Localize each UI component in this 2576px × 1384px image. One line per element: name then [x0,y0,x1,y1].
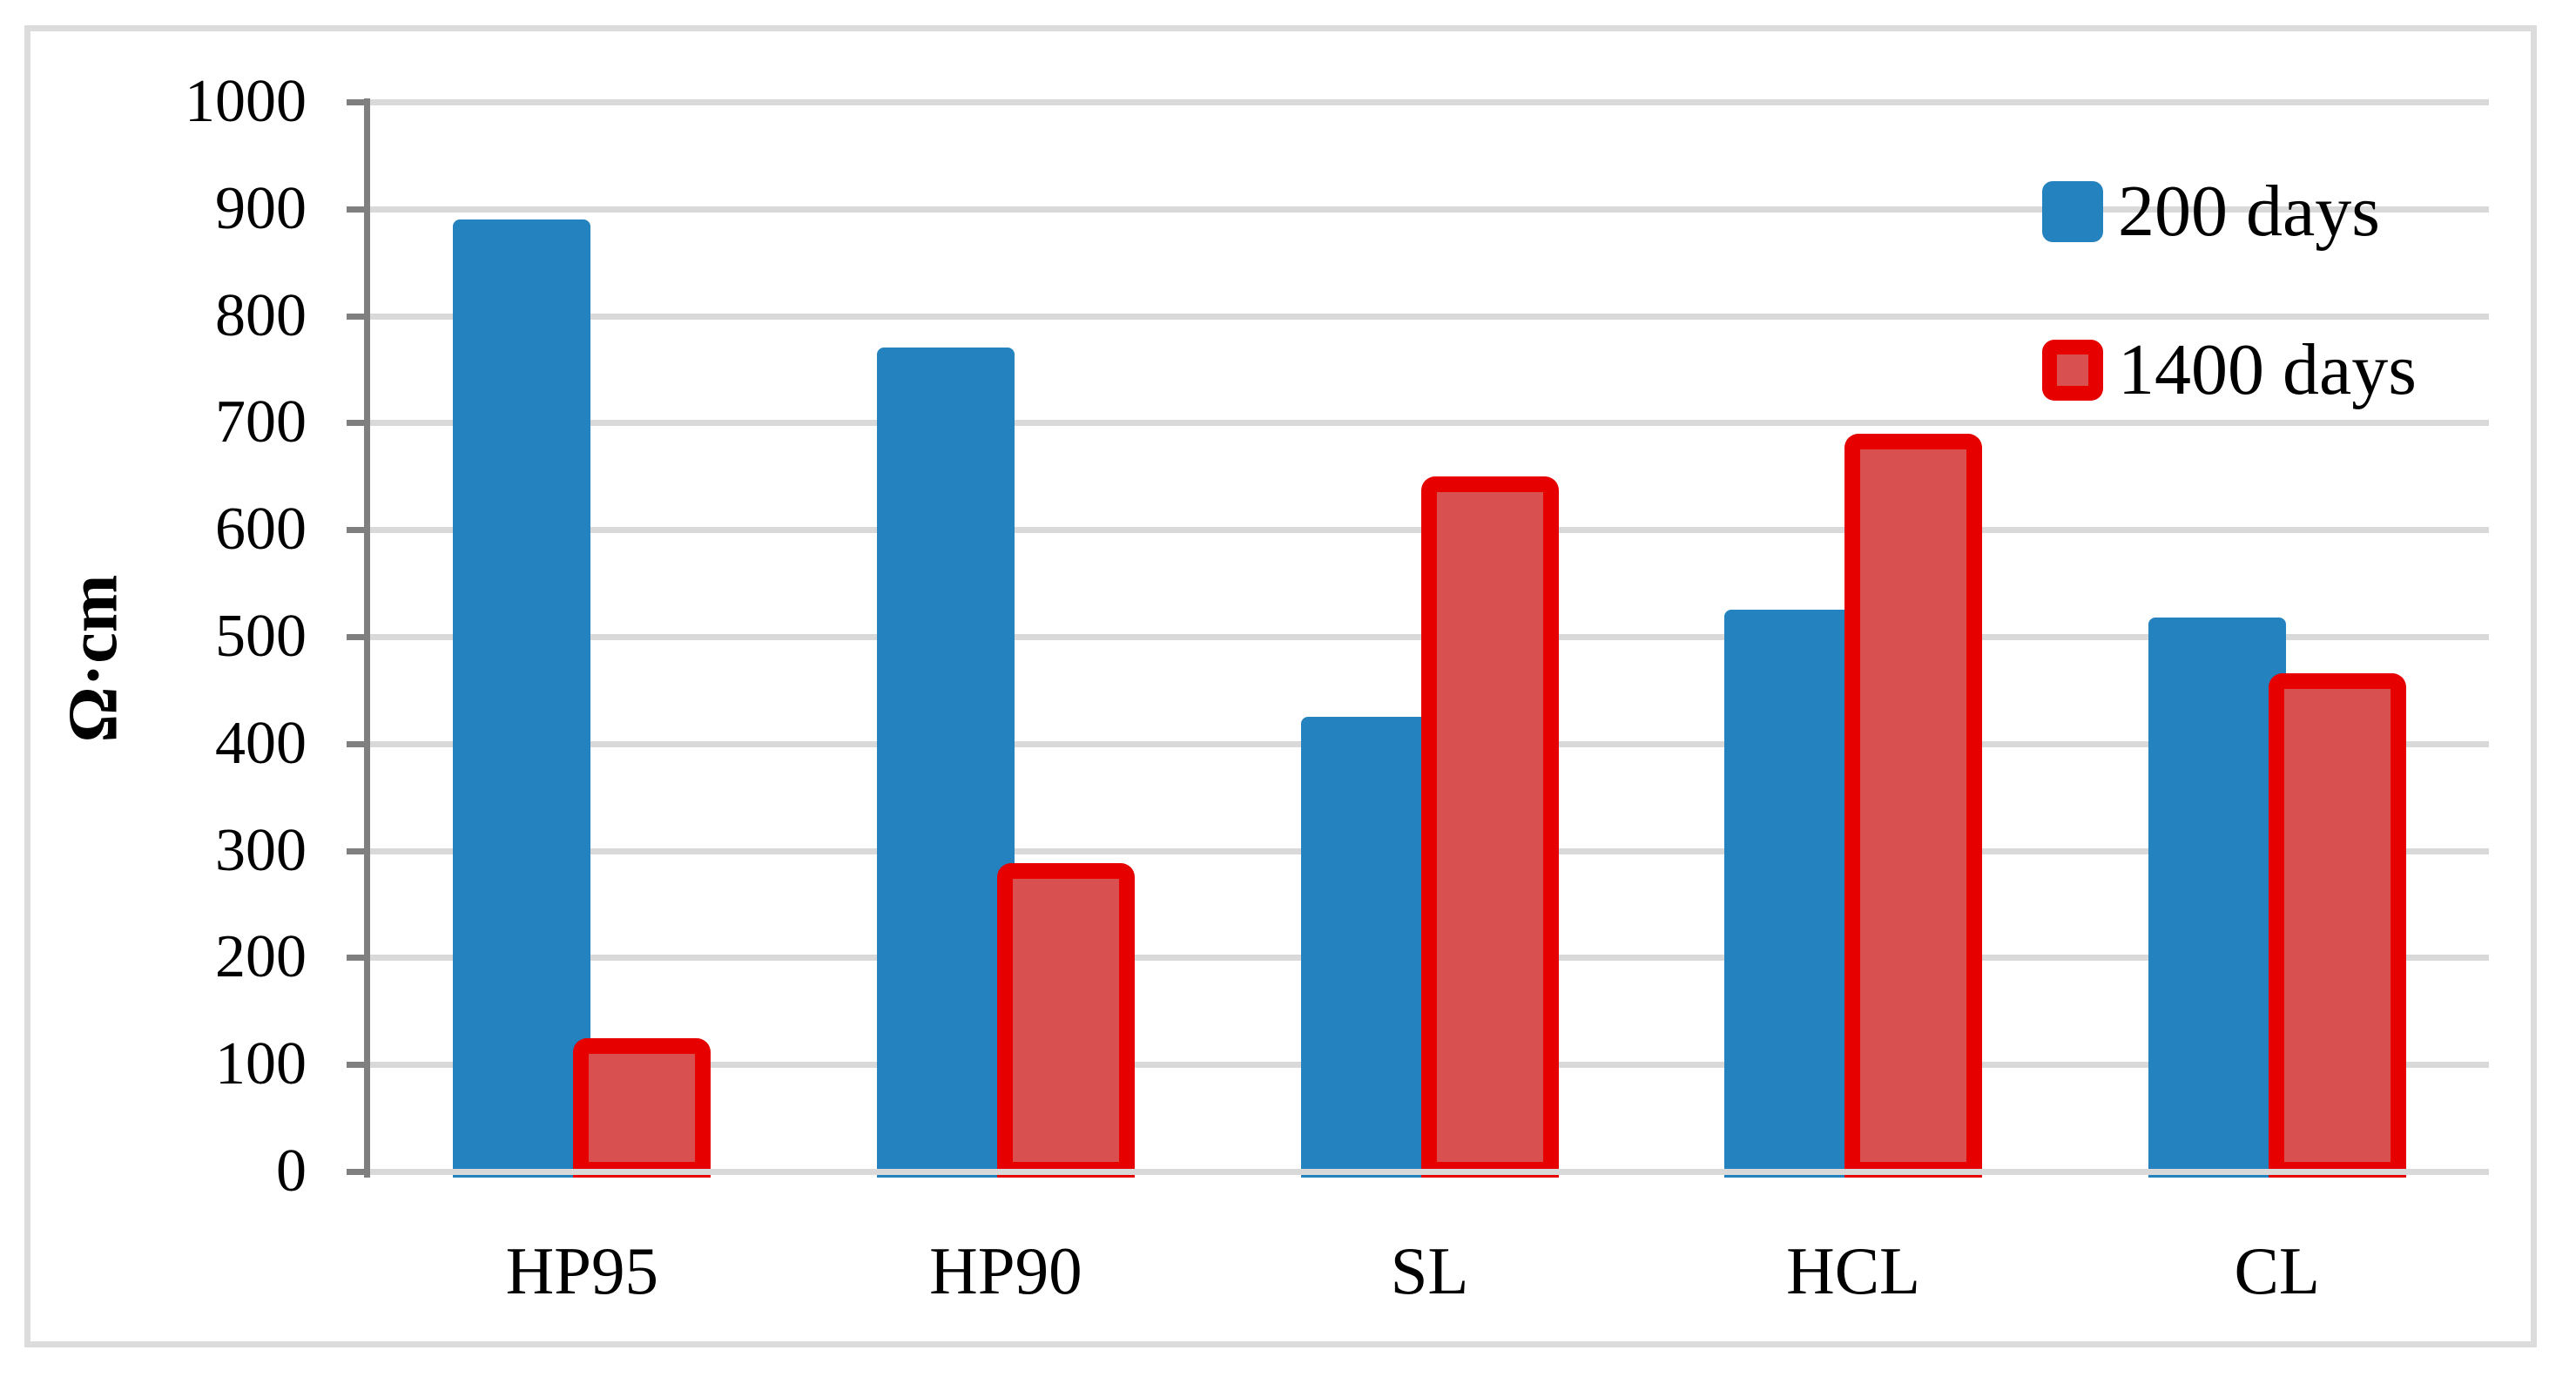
y-tick-label-100: 100 [215,1030,307,1098]
y-tick-label-600: 600 [215,496,307,564]
legend-swatch-1400-days [2042,340,2103,401]
bar-CL-1400days [2268,672,2406,1178]
y-tick-label-400: 400 [215,709,307,777]
bar-CL-200days [2148,617,2286,1178]
y-axis-tick-700 [347,420,370,427]
x-label-SL: SL [1390,1233,1469,1308]
bar-HP90-1400days [996,863,1135,1178]
y-axis-tick-500 [347,634,370,640]
bar-HCL-200days [1724,610,1863,1178]
bar-SL-1400days [1420,476,1559,1178]
x-label-CL: CL [2234,1233,2320,1308]
bar-HP90-200days [876,348,1015,1178]
bar-HP95-1400days [573,1037,711,1178]
y-axis-tick-1000 [347,99,370,105]
y-axis-tick-900 [347,206,370,213]
bar-SL-200days [1300,717,1439,1178]
gridline-800 [370,313,2489,320]
gridline-700 [370,420,2489,427]
y-axis-tick-800 [347,313,370,320]
gridline-900 [370,206,2489,213]
y-tick-label-300: 300 [215,816,307,884]
y-tick-label-200: 200 [215,923,307,991]
y-tick-label-700: 700 [215,388,307,456]
legend-swatch-200-days [2042,181,2103,242]
x-label-HP90: HP90 [929,1233,1082,1308]
y-axis-tick-300 [347,847,370,854]
bar-HCL-1400days [1844,433,1983,1178]
chart-frame-border [24,25,2537,1347]
y-tick-label-1000: 1000 [185,68,307,135]
bar-HP95-200days [453,219,591,1178]
y-axis-tick-0 [347,1169,370,1175]
y-tick-label-0: 0 [276,1138,307,1205]
y-axis-tick-400 [347,740,370,747]
y-axis-tick-600 [347,527,370,534]
baseline-gridline [370,1169,2489,1175]
legend-label-200-days: 200 days [2118,171,2380,252]
legend-label-1400-days: 1400 days [2118,329,2417,410]
gridline-1000 [370,99,2489,105]
y-axis-tick-100 [347,1062,370,1069]
x-label-HP95: HP95 [505,1233,659,1308]
y-axis-tick-200 [347,955,370,962]
y-tick-label-800: 800 [215,281,307,349]
y-tick-label-900: 900 [215,174,307,242]
y-tick-label-500: 500 [215,603,307,670]
x-label-HCL: HCL [1786,1233,1921,1308]
